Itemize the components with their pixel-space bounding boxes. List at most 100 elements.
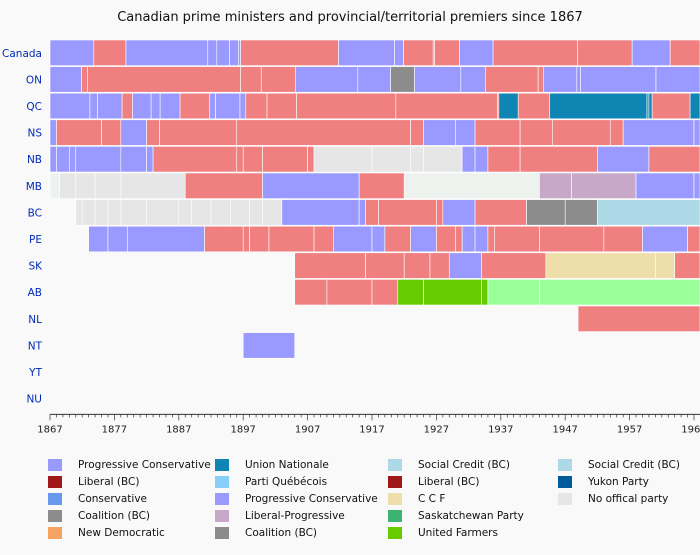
- legend-swatch: [558, 492, 572, 505]
- segment-pe-9: [371, 225, 386, 253]
- legend-item: C C F: [388, 490, 445, 507]
- segment-nb-12: [371, 146, 411, 173]
- segment-pe-16: [487, 225, 495, 253]
- legend-label: Saskatchewan Party: [418, 509, 524, 522]
- legend-label: Yukon Party: [588, 475, 649, 488]
- segment-qc-6: [159, 92, 181, 120]
- segment-pe-5: [249, 225, 270, 253]
- segment-qc-5: [150, 92, 161, 120]
- legend-swatch: [388, 492, 402, 505]
- legend-item: Liberal (BC): [388, 473, 479, 490]
- segment-canada-4: [216, 39, 230, 66]
- legend-swatch: [558, 458, 572, 471]
- legend-item: Union Nationale: [215, 456, 329, 473]
- segment-canada-2: [125, 39, 209, 66]
- segment-pe-15: [474, 225, 489, 253]
- segment-pe-6: [268, 225, 315, 253]
- segment-bc-13: [358, 199, 366, 226]
- segment-ab-0: [294, 279, 328, 306]
- legend-swatch: [215, 492, 229, 505]
- segment-canada-15: [577, 39, 633, 66]
- segment-ab-2: [371, 279, 399, 306]
- legend-label: Social Credit (BC): [418, 458, 510, 471]
- row-sk: [294, 252, 700, 279]
- segment-qc-12: [266, 92, 297, 120]
- legend-swatch: [48, 492, 62, 505]
- segment-nb-13: [410, 146, 424, 173]
- segment-ns-7: [410, 119, 424, 146]
- segment-sk-3: [429, 252, 450, 279]
- segment-bc-3: [107, 199, 122, 226]
- segment-ns-0: [49, 119, 57, 146]
- segment-mb-5: [184, 172, 263, 199]
- x-axis: 1867 1877 1887 1897 1907 1917 1927 1937 1947 1957…: [37, 413, 700, 435]
- segment-ns-5: [159, 119, 238, 146]
- row-qc: [49, 92, 700, 120]
- segment-pe-21: [687, 225, 700, 253]
- legend-swatch: [215, 475, 229, 488]
- segment-qc-3: [121, 92, 133, 120]
- segment-ns-8: [423, 119, 457, 146]
- segment-nb-2: [69, 146, 77, 173]
- legend-item: Coalition (BC): [215, 524, 317, 541]
- row-label-pe: PE: [29, 234, 42, 246]
- segment-pe-18: [539, 225, 605, 253]
- segment-on-12: [543, 66, 578, 93]
- row-nt: [242, 332, 296, 359]
- legend-label: Union Nationale: [245, 458, 329, 471]
- segment-qc-16: [498, 92, 519, 120]
- segment-bc-15: [378, 199, 437, 226]
- segment-nb-14: [423, 146, 463, 173]
- row-label-on: ON: [26, 74, 42, 86]
- row-ns: [49, 119, 700, 146]
- row-ab: [294, 279, 700, 306]
- segment-qc-1: [89, 92, 98, 120]
- segment-canada-0: [49, 39, 95, 66]
- segment-pe-14: [461, 225, 476, 253]
- segment-qc-2: [97, 92, 123, 120]
- segment-bc-14: [365, 199, 379, 226]
- legend-label: Conservative: [78, 492, 148, 505]
- x-tick-label: 1867: [37, 424, 62, 435]
- segment-bc-2: [94, 199, 109, 226]
- x-tick-label: 1897: [230, 424, 255, 435]
- segment-ab-5: [481, 279, 489, 306]
- legend-item: No offical party: [558, 490, 668, 507]
- segment-pe-13: [455, 225, 463, 253]
- segment-mb-4: [120, 172, 186, 199]
- segment-pe-0: [88, 225, 109, 253]
- legend-item: Yukon Party: [558, 473, 649, 490]
- segment-mb-8: [403, 172, 540, 199]
- segment-ns-9: [455, 119, 476, 146]
- segment-mb-9: [539, 172, 572, 199]
- legend-item: Coalition (BC): [48, 507, 150, 524]
- segment-qc-14: [395, 92, 498, 120]
- segment-bc-18: [474, 199, 527, 226]
- segment-nb-6: [152, 146, 238, 173]
- legend-label: Progressive Conservative: [245, 492, 378, 505]
- segment-canada-7: [240, 39, 339, 66]
- legend-item: Social Credit (BC): [388, 456, 510, 473]
- legend-item: New Democratic: [48, 524, 165, 541]
- x-tick-label: 1907: [295, 424, 320, 435]
- row-label-nu: NU: [26, 394, 42, 406]
- row-label-canada: Canada: [2, 48, 42, 60]
- segment-bc-6: [178, 199, 192, 226]
- row-mb: [49, 172, 700, 199]
- legend-swatch: [215, 526, 229, 539]
- segment-mb-3: [94, 172, 122, 199]
- row-labels: Canada ON QC NS NB MB BC PE SK AB NL NT YT NU: [2, 48, 43, 406]
- segment-on-4: [260, 66, 296, 93]
- segment-nb-15: [461, 146, 476, 173]
- segment-ns-13: [609, 119, 624, 146]
- segment-sk-7: [655, 252, 675, 279]
- segment-qc-7: [179, 92, 211, 120]
- segment-ns-14: [622, 119, 695, 146]
- segment-pe-2: [126, 225, 205, 253]
- legend-item: Saskatchewan Party: [388, 507, 524, 524]
- segment-nb-1: [56, 146, 70, 173]
- segment-pe-17: [494, 225, 540, 253]
- segment-canada-10: [403, 39, 434, 66]
- segment-bc-0: [75, 199, 83, 226]
- segment-nb-5: [146, 146, 154, 173]
